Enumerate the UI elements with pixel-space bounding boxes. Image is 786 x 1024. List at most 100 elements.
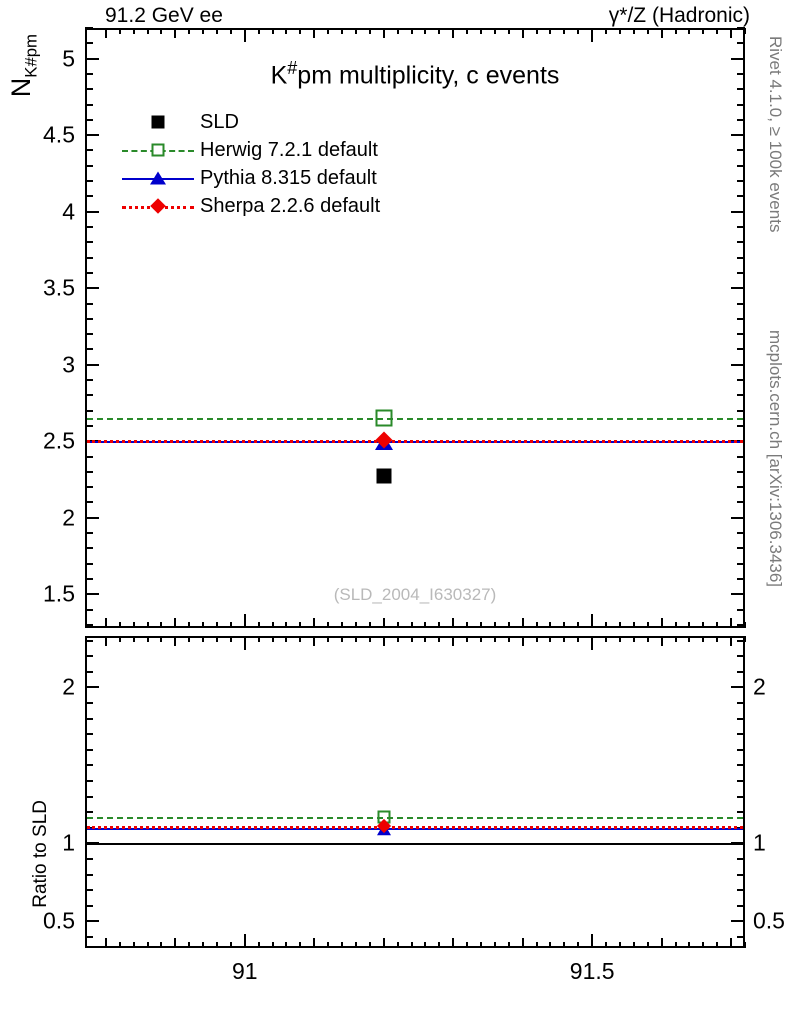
- y-tick-label: 3.5: [43, 274, 75, 301]
- ratio-y-tick: [737, 873, 745, 876]
- y-tick: [737, 547, 745, 550]
- x-tick: [104, 618, 107, 628]
- y-tick: [85, 470, 93, 473]
- x-tick: [424, 636, 427, 642]
- x-tick: [591, 614, 594, 628]
- legend-item[interactable]: Pythia 8.315 default: [122, 164, 380, 192]
- y-tick: [737, 225, 745, 228]
- x-tick: [285, 942, 288, 948]
- x-tick: [716, 28, 719, 34]
- x-tick: [285, 622, 288, 628]
- x-tick: [493, 942, 496, 948]
- y-tick: [85, 409, 93, 412]
- y-tick: [731, 516, 745, 519]
- y-tick: [737, 379, 745, 382]
- x-tick: [730, 618, 733, 628]
- x-tick: [257, 28, 260, 34]
- legend: SLD Herwig 7.2.1 default Pythia 8.315 defa…: [122, 108, 380, 220]
- x-tick: [618, 622, 621, 628]
- data-point-filled-square-sld: [376, 468, 392, 484]
- x-tick: [257, 636, 260, 642]
- x-tick: [744, 942, 746, 948]
- x-tick: [507, 28, 510, 34]
- x-tick: [632, 636, 635, 642]
- x-tick: [368, 942, 371, 948]
- ratio-y-tick: [737, 811, 745, 814]
- x-tick: [452, 636, 455, 646]
- x-tick: [188, 622, 191, 628]
- legend-label: SLD: [200, 110, 239, 133]
- x-tick: [271, 622, 274, 628]
- x-tick: [716, 942, 719, 948]
- x-tick: [174, 636, 177, 646]
- x-tick: [396, 622, 399, 628]
- ratio-y-tick: [85, 717, 93, 720]
- x-tick: [744, 28, 746, 34]
- x-tick: [618, 636, 621, 642]
- legend-key: [122, 108, 194, 136]
- x-tick: [438, 622, 441, 628]
- x-tick: [132, 636, 135, 642]
- x-tick: [507, 636, 510, 642]
- y-tick: [737, 103, 745, 106]
- legend-key: [122, 164, 194, 192]
- y-tick: [85, 348, 93, 351]
- x-tick: [674, 622, 677, 628]
- plot-title-suffix: pm multiplicity, c events: [297, 61, 560, 90]
- x-tick: [660, 636, 663, 646]
- x-tick: [424, 28, 427, 34]
- y-tick-label: 2.5: [43, 427, 75, 454]
- ratio-y-tick: [737, 717, 745, 720]
- ratio-y-tick: [737, 702, 745, 705]
- x-tick: [160, 28, 163, 34]
- header-beam-label: 91.2 GeV ee: [105, 4, 223, 27]
- x-tick: [132, 942, 135, 948]
- x-tick: [382, 618, 385, 628]
- x-tick: [577, 28, 580, 34]
- x-tick: [716, 622, 719, 628]
- x-tick: [452, 618, 455, 628]
- x-tick: [188, 942, 191, 948]
- ratio-y-tick: [85, 873, 93, 876]
- y-tick: [737, 486, 745, 489]
- x-tick: [341, 942, 344, 948]
- x-tick: [174, 938, 177, 948]
- x-tick: [549, 28, 552, 34]
- ratio-y-tick: [737, 655, 745, 658]
- x-tick: [480, 942, 482, 948]
- x-tick: [646, 942, 649, 948]
- x-tick: [549, 636, 552, 642]
- legend-marker-open-square: [151, 143, 165, 157]
- x-tick: [605, 622, 608, 628]
- x-tick: [410, 636, 413, 642]
- legend-item[interactable]: Sherpa 2.2.6 default: [122, 192, 380, 220]
- y-tick: [85, 195, 93, 198]
- legend-item[interactable]: SLD: [122, 108, 380, 136]
- x-tick: [535, 942, 538, 948]
- y-tick: [85, 241, 93, 244]
- x-tick: [188, 28, 191, 34]
- ratio-y-tick: [85, 780, 93, 783]
- x-tick: [341, 636, 344, 642]
- y-tick: [85, 164, 93, 167]
- x-tick: [521, 938, 524, 948]
- y-tick: [85, 72, 93, 75]
- x-tick: [229, 942, 232, 948]
- y-tick: [85, 118, 93, 121]
- x-tick: [202, 636, 205, 642]
- x-tick: [132, 28, 135, 34]
- y-tick: [737, 455, 745, 458]
- legend-item[interactable]: Herwig 7.2.1 default: [122, 136, 380, 164]
- y-tick: [85, 149, 93, 152]
- x-tick: [646, 622, 649, 628]
- legend-marker-triangle: [150, 171, 166, 185]
- y-tick: [737, 532, 745, 535]
- x-tick: [202, 942, 205, 948]
- x-tick: [591, 636, 594, 650]
- x-tick: [146, 622, 149, 628]
- x-tick: [480, 636, 482, 642]
- x-tick: [674, 28, 677, 34]
- ratio-y-tick: [85, 811, 93, 814]
- y-tick: [731, 134, 745, 137]
- y-tick: [85, 608, 93, 611]
